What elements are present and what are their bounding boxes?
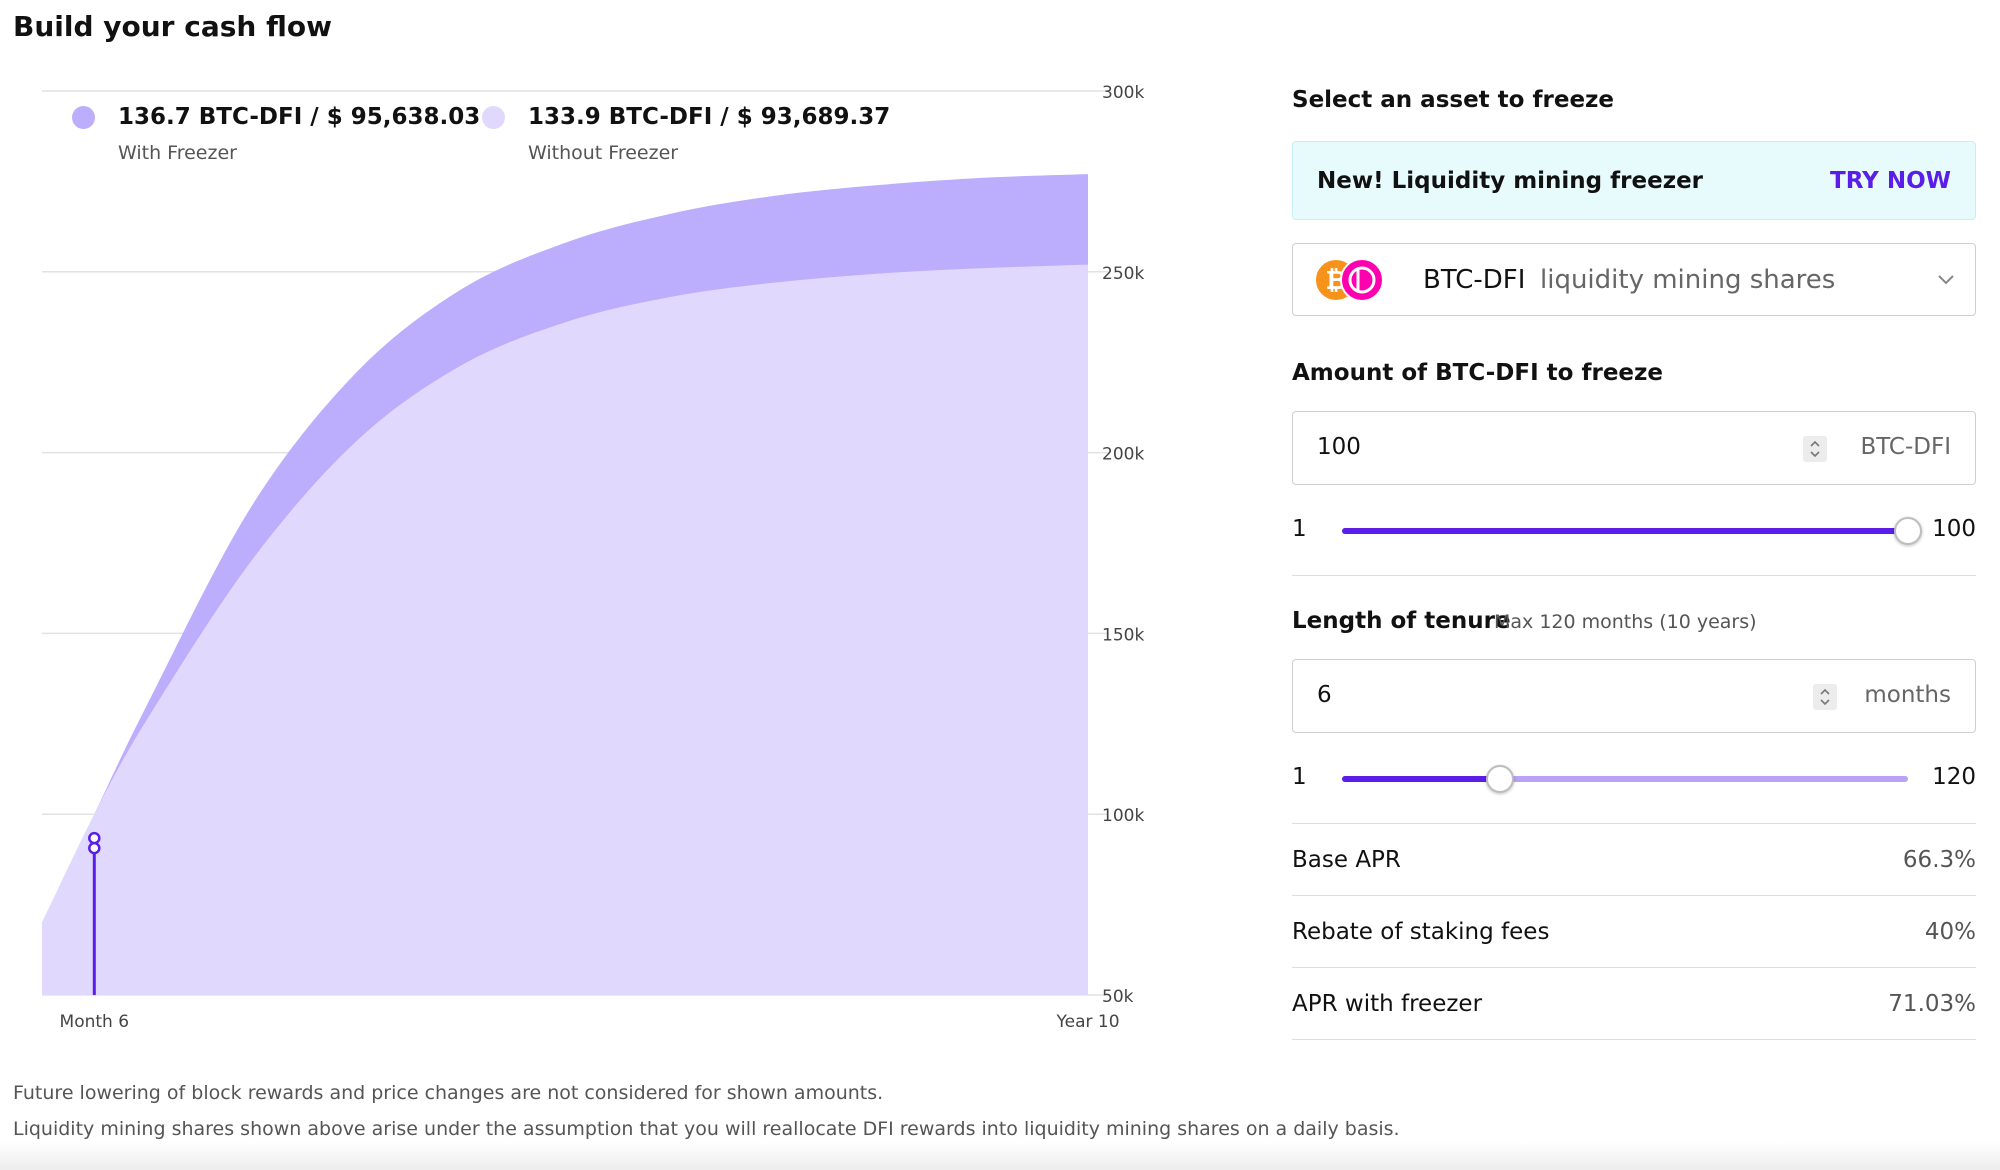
y-tick-label: 100k — [1102, 806, 1144, 826]
x-label-start: Month 6 — [60, 1012, 130, 1032]
amount-label: Amount of BTC-DFI to freeze — [1292, 360, 1664, 386]
cash-flow-chart: 300k 250k 200k 150k 100k 50k Month 6 Year 10 — [42, 83, 1144, 1032]
area-without-freezer — [42, 264, 1088, 995]
amount-slider[interactable]: 1 100 — [1292, 510, 1976, 550]
y-tick-label: 200k — [1102, 445, 1144, 465]
tenure-unit: months — [1864, 682, 1951, 708]
amount-slider-track[interactable] — [1342, 517, 1922, 545]
legend-label-with-freezer: With Freezer — [118, 142, 237, 164]
legend-value-with-freezer: 136.7 BTC-DFI / $ 95,638.03 — [118, 104, 481, 130]
divider — [1292, 823, 1976, 824]
chevron-down-icon — [1935, 268, 1957, 294]
tenure-label: Length of tenure — [1292, 608, 1511, 634]
amount-slider-max: 100 — [1932, 516, 1976, 542]
apr-with-freezer-label: APR with freezer — [1292, 991, 1483, 1017]
chart-y-ticks: 300k 250k 200k 150k 100k 50k — [1102, 83, 1144, 1007]
amount-slider-thumb[interactable] — [1894, 517, 1922, 545]
footnote-reallocation: Liquidity mining shares shown above aris… — [13, 1118, 1400, 1140]
y-tick-label: 50k — [1102, 987, 1134, 1007]
amount-slider-min: 1 — [1292, 516, 1307, 542]
page-title: Build your cash flow — [13, 10, 332, 43]
chart-x-labels: Month 6 Year 10 — [60, 1012, 1120, 1032]
y-tick-label: 250k — [1102, 264, 1144, 284]
marker-dot — [88, 841, 101, 855]
asset-select[interactable]: ₿ BTC-DFI liquidity mining shares — [1292, 243, 1976, 316]
base-apr-value: 66.3% — [1902, 847, 1976, 873]
promo-text: New! Liquidity mining freezer — [1317, 168, 1704, 194]
y-tick-label: 150k — [1102, 625, 1144, 645]
tenure-slider[interactable]: 1 120 — [1292, 758, 1976, 798]
promo-banner: New! Liquidity mining freezer TRY NOW — [1292, 141, 1976, 220]
marker-dot — [88, 831, 101, 845]
legend-dot-with-freezer — [72, 106, 95, 129]
tenure-slider-max: 120 — [1932, 764, 1976, 790]
chart-areas — [42, 174, 1088, 996]
x-label-end: Year 10 — [1055, 1012, 1119, 1032]
base-apr-label: Base APR — [1292, 847, 1401, 873]
bottom-shadow — [0, 1142, 2000, 1170]
amount-input[interactable]: 100 BTC-DFI — [1292, 411, 1976, 485]
tenure-value: 6 — [1317, 682, 1332, 708]
divider — [1292, 575, 1976, 576]
rebate-label: Rebate of staking fees — [1292, 919, 1550, 945]
tenure-slider-track[interactable] — [1342, 765, 1908, 793]
legend-dot-without-freezer — [482, 106, 505, 129]
tenure-input[interactable]: 6 months — [1292, 659, 1976, 733]
apr-with-freezer-value: 71.03% — [1888, 991, 1976, 1017]
chart-marker — [88, 831, 101, 995]
stepper-arrows-icon — [1820, 688, 1830, 706]
amount-unit: BTC-DFI — [1860, 434, 1951, 460]
amount-value: 100 — [1317, 434, 1361, 460]
divider — [1292, 1039, 1976, 1040]
tenure-slider-thumb[interactable] — [1486, 765, 1515, 793]
legend-value-without-freezer: 133.9 BTC-DFI / $ 93,689.37 — [528, 104, 891, 130]
asset-pair: BTC-DFI — [1423, 265, 1526, 295]
tenure-stepper[interactable] — [1813, 684, 1837, 710]
footnote-block-rewards: Future lowering of block rewards and pri… — [13, 1082, 884, 1104]
stepper-arrows-icon — [1810, 440, 1820, 458]
y-tick-label: 300k — [1102, 83, 1144, 103]
divider — [1292, 895, 1976, 896]
tenure-slider-min: 1 — [1292, 764, 1307, 790]
divider — [1292, 967, 1976, 968]
legend-label-without-freezer: Without Freezer — [528, 142, 679, 164]
try-now-link[interactable]: TRY NOW — [1830, 168, 1951, 194]
select-asset-label: Select an asset to freeze — [1292, 87, 1615, 113]
tenure-slider-fill — [1342, 776, 1501, 782]
amount-slider-fill — [1342, 528, 1908, 534]
amount-stepper[interactable] — [1803, 436, 1827, 462]
tenure-hint: Max 120 months (10 years) — [1494, 611, 1757, 633]
freeze-settings-panel: Select an asset to freeze New! Liquidity… — [1292, 0, 1976, 1170]
defichain-icon — [1340, 258, 1384, 302]
rebate-value: 40% — [1924, 919, 1976, 945]
asset-description: liquidity mining shares — [1540, 265, 1836, 295]
